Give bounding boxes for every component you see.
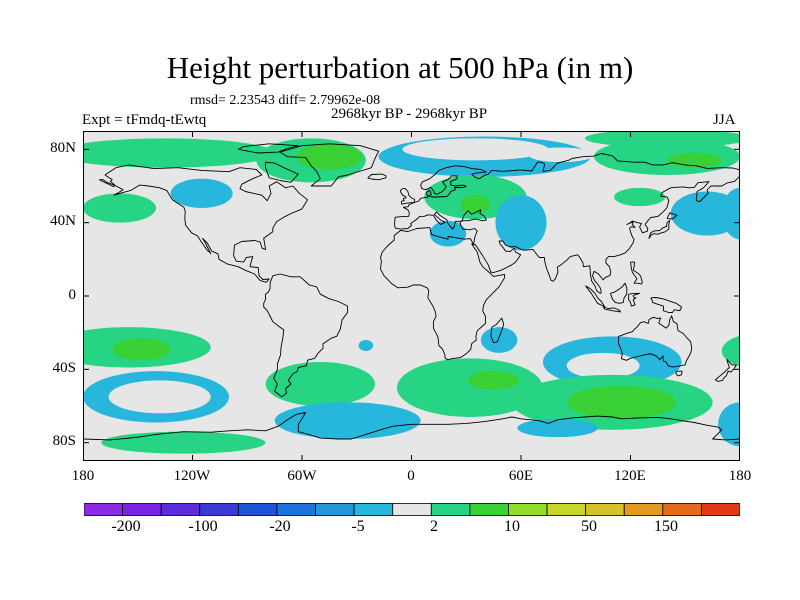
colorbar-label-2: 2 [430, 518, 438, 535]
colorbar-label-50: 50 [581, 518, 597, 535]
colorbar-box-0 [84, 503, 123, 516]
coastline-14 [609, 282, 628, 304]
lon-label-60w: 60W [287, 468, 317, 484]
coastline-6 [490, 317, 505, 344]
colorbar-box-8 [392, 503, 432, 516]
anomaly-region-26 [108, 380, 211, 414]
lat-label-40n: 40N [50, 213, 76, 229]
anomaly-region-13 [594, 138, 740, 175]
anomaly-region-17 [721, 187, 740, 240]
anomaly-region-33 [566, 385, 677, 419]
colorbar-box-12 [546, 503, 587, 516]
lon-label-120e: 120E [614, 468, 646, 484]
colorbar-box-10 [469, 503, 509, 516]
coastline-9 [367, 173, 387, 181]
colorbar-box-7 [353, 503, 394, 516]
anomaly-region-35 [718, 402, 740, 447]
colorbar-box-1 [122, 503, 162, 516]
colorbar-label-minus20: -20 [269, 518, 291, 535]
colorbar-box-9 [430, 503, 471, 516]
anomaly-region-4 [83, 193, 156, 223]
coastline-15 [628, 292, 641, 307]
anomaly-regions [83, 131, 740, 454]
coastline-7 [394, 153, 740, 294]
coastline-3 [237, 143, 299, 154]
colorbar-label-minus5: -5 [351, 518, 365, 535]
coastline-16 [650, 297, 683, 313]
anomaly-region-16 [670, 191, 740, 236]
anomaly-region-29 [468, 371, 520, 390]
coastline-21 [83, 411, 740, 441]
lon-label-180e: 180 [728, 468, 752, 484]
colorbar-box-16 [701, 503, 740, 516]
coastline-20 [714, 358, 737, 382]
coastline-8 [399, 187, 416, 205]
colorbar-box-13 [585, 503, 625, 516]
colorbar-box-15 [662, 503, 702, 516]
statistics-label: rmsd= 2.23543 diff= 2.79962e-08 [190, 93, 381, 108]
chart-title: Height perturbation at 500 hPa (in m) [166, 50, 634, 85]
anomaly-region-8 [528, 147, 594, 163]
coastline-18 [618, 315, 693, 368]
anomaly-region-7 [402, 138, 549, 161]
lon-label-120w: 120W [173, 468, 211, 484]
anomaly-region-20 [112, 338, 171, 361]
anomaly-region-12 [429, 220, 467, 247]
anomaly-region-18 [480, 327, 518, 353]
colorbar-label-minus100: -100 [188, 518, 218, 535]
coastline-10 [648, 219, 671, 239]
anomaly-region-34 [517, 418, 598, 438]
lat-label-40s: 40S [52, 360, 76, 376]
colorbar-box-6 [315, 503, 355, 516]
coastline-1 [279, 143, 380, 187]
colorbar-label-10: 10 [504, 518, 520, 535]
anomaly-region-27 [265, 362, 375, 406]
colorbar-box-2 [160, 503, 201, 516]
colorbar-box-4 [237, 503, 278, 516]
colorbar [84, 503, 740, 516]
anomaly-region-31 [101, 431, 266, 454]
anomaly-region-21 [358, 340, 374, 351]
colorbar-label-minus200: -200 [111, 518, 141, 535]
lat-label-80s: 80S [52, 433, 76, 449]
coastline-4 [263, 273, 349, 398]
colorbar-box-3 [199, 503, 239, 516]
colorbar-label-150: 150 [654, 518, 678, 535]
coastline-11 [666, 212, 678, 220]
coastline-19 [675, 370, 683, 377]
colorbar-box-14 [623, 503, 664, 516]
lon-label-180w: 180 [71, 468, 95, 484]
lat-label-80n: 80N [50, 140, 76, 156]
anomaly-region-15 [614, 187, 666, 207]
coastline-17 [630, 261, 643, 285]
anomaly-region-30 [274, 402, 421, 439]
anomaly-region-22 [721, 335, 740, 367]
coastline-13 [602, 306, 621, 313]
colorbar-box-5 [276, 503, 316, 516]
experiment-label: Expt = tFmdq-tEwtq [82, 112, 207, 128]
colorbar-box-11 [508, 503, 548, 516]
coastline-0 [104, 164, 308, 283]
coastlines [83, 143, 740, 441]
anomaly-region-11 [495, 195, 547, 251]
anomaly-region-3 [296, 143, 363, 170]
anomaly-region-24 [566, 352, 640, 379]
coastline-22 [98, 179, 115, 188]
world-map [83, 131, 740, 461]
season-label: JJA [713, 112, 736, 128]
coastline-2 [265, 161, 299, 183]
lon-label-60e: 60E [508, 468, 534, 484]
coastline-12 [585, 285, 606, 308]
map-ticks [83, 131, 740, 461]
lat-label-0: 0 [68, 287, 77, 303]
anomaly-region-10 [460, 195, 490, 214]
coastline-5 [380, 227, 506, 361]
period-label: 2968kyr BP - 2968kyr BP [330, 106, 488, 122]
anomaly-region-5 [170, 178, 233, 208]
anomaly-region-1 [83, 138, 275, 168]
lon-label-0: 0 [407, 468, 415, 484]
